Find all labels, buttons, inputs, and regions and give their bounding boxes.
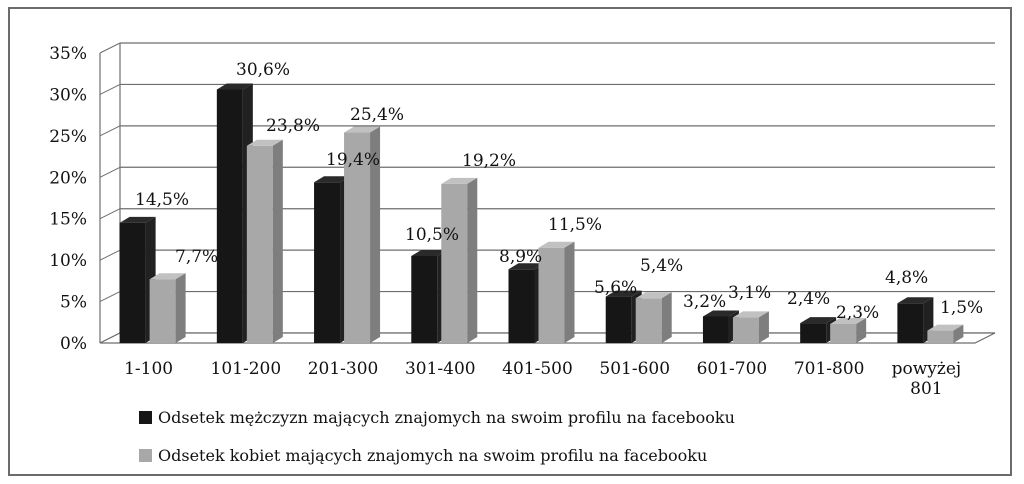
y-tick-label: 15%	[49, 210, 87, 230]
gridline-side	[99, 291, 121, 303]
bar-women-top	[538, 241, 575, 248]
x-tick-label: 601-700	[697, 359, 768, 379]
x-tick-label: 101-200	[211, 359, 282, 379]
bar-women-top	[635, 292, 672, 299]
bar-women-top	[344, 126, 381, 133]
legend-item-women: Odsetek kobiet mających znajomych na swo…	[139, 446, 959, 465]
bar-men	[216, 89, 243, 343]
y-tick-label: 35%	[49, 44, 87, 64]
data-label-women: 7,7%	[175, 247, 218, 267]
bar-women-side	[953, 324, 964, 343]
legend-swatch-women	[139, 449, 152, 462]
gridline-side	[99, 125, 121, 137]
bar-women	[635, 298, 662, 343]
bar-women-side	[758, 311, 769, 343]
bar-women-top	[441, 177, 478, 184]
bar-men	[119, 222, 146, 343]
bar-men-top	[119, 216, 156, 223]
chart-frame	[8, 7, 1012, 476]
data-label-women: 23,8%	[266, 116, 320, 136]
y-tick-label: 0%	[60, 334, 87, 354]
bar-women	[149, 279, 176, 343]
gridline-side	[99, 83, 121, 95]
data-label-women: 11,5%	[548, 215, 602, 235]
bar-women-side	[175, 273, 186, 343]
bar-women	[344, 132, 371, 343]
legend-label-women: Odsetek kobiet mających znajomych na swo…	[158, 446, 708, 465]
bar-men	[702, 316, 729, 343]
bar-women	[246, 145, 273, 343]
bar-men-top	[800, 317, 837, 324]
bar-women-top	[732, 311, 769, 318]
x-tick-label: 701-800	[794, 359, 865, 379]
bar-women-top	[149, 273, 186, 280]
bar-men	[897, 303, 924, 343]
data-label-men: 2,4%	[787, 289, 830, 309]
data-label-men: 5,6%	[594, 278, 637, 298]
bar-men	[800, 323, 827, 343]
gridline-side	[99, 208, 121, 220]
bar-women-side	[272, 139, 283, 343]
bar-men	[605, 296, 632, 343]
x-tick-label: powyżej 801	[892, 359, 962, 399]
bar-women	[441, 183, 468, 343]
bar-women	[732, 317, 759, 343]
data-label-women: 19,2%	[462, 151, 516, 171]
data-label-men: 4,8%	[885, 268, 928, 288]
bar-men-top	[216, 83, 253, 90]
data-label-men: 3,2%	[683, 292, 726, 312]
bar-women-side	[467, 177, 478, 343]
bar-men	[411, 256, 438, 343]
bar-women	[927, 330, 954, 343]
bar-women-side	[370, 126, 381, 344]
data-label-women: 25,4%	[350, 105, 404, 125]
y-tick-label: 5%	[60, 293, 87, 313]
x-tick-label: 401-500	[502, 359, 573, 379]
bar-men-top	[411, 250, 448, 256]
bar-men-top	[897, 297, 934, 304]
x-tick-label: 1-100	[124, 359, 173, 379]
data-label-women: 1,5%	[940, 298, 983, 318]
y-tick-label: 25%	[49, 127, 87, 147]
bar-men-top	[508, 263, 545, 270]
x-tick-label: 301-400	[405, 359, 476, 379]
data-label-men: 8,9%	[499, 247, 542, 267]
y-tick-label: 20%	[49, 168, 87, 188]
x-tick-label: 201-300	[308, 359, 379, 379]
data-label-women: 2,3%	[836, 303, 879, 323]
bar-men-top	[314, 176, 351, 183]
bar-women-top	[927, 324, 964, 331]
gridline-side	[99, 166, 121, 178]
data-label-men: 19,4%	[326, 150, 380, 170]
data-label-men: 14,5%	[135, 190, 189, 210]
bar-women	[538, 247, 565, 343]
bar-women-top	[246, 139, 283, 146]
data-label-men: 10,5%	[405, 225, 459, 245]
legend-swatch-men	[139, 411, 152, 424]
bar-men	[508, 269, 535, 343]
data-label-women: 5,4%	[640, 256, 683, 276]
data-label-men: 30,6%	[236, 60, 290, 80]
data-label-women: 3,1%	[728, 283, 771, 303]
legend-label-men: Odsetek mężczyzn mających znajomych na s…	[158, 408, 735, 427]
bar-women-side	[564, 241, 575, 343]
bars	[119, 83, 964, 344]
y-tick-label: 30%	[49, 85, 87, 105]
bar-men	[314, 182, 341, 343]
y-tick-label: 10%	[49, 251, 87, 271]
bar-women-side	[661, 292, 672, 343]
legend-item-men: Odsetek mężczyzn mających znajomych na s…	[139, 408, 959, 427]
bar-women-top	[830, 317, 867, 324]
bar-men-top	[702, 310, 739, 317]
bar-women-side	[856, 317, 867, 343]
gridline-side	[99, 249, 121, 261]
x-tick-label: 501-600	[599, 359, 670, 379]
gridline-side	[99, 42, 121, 54]
bar-men-top	[605, 290, 642, 297]
bar-women	[830, 323, 857, 343]
